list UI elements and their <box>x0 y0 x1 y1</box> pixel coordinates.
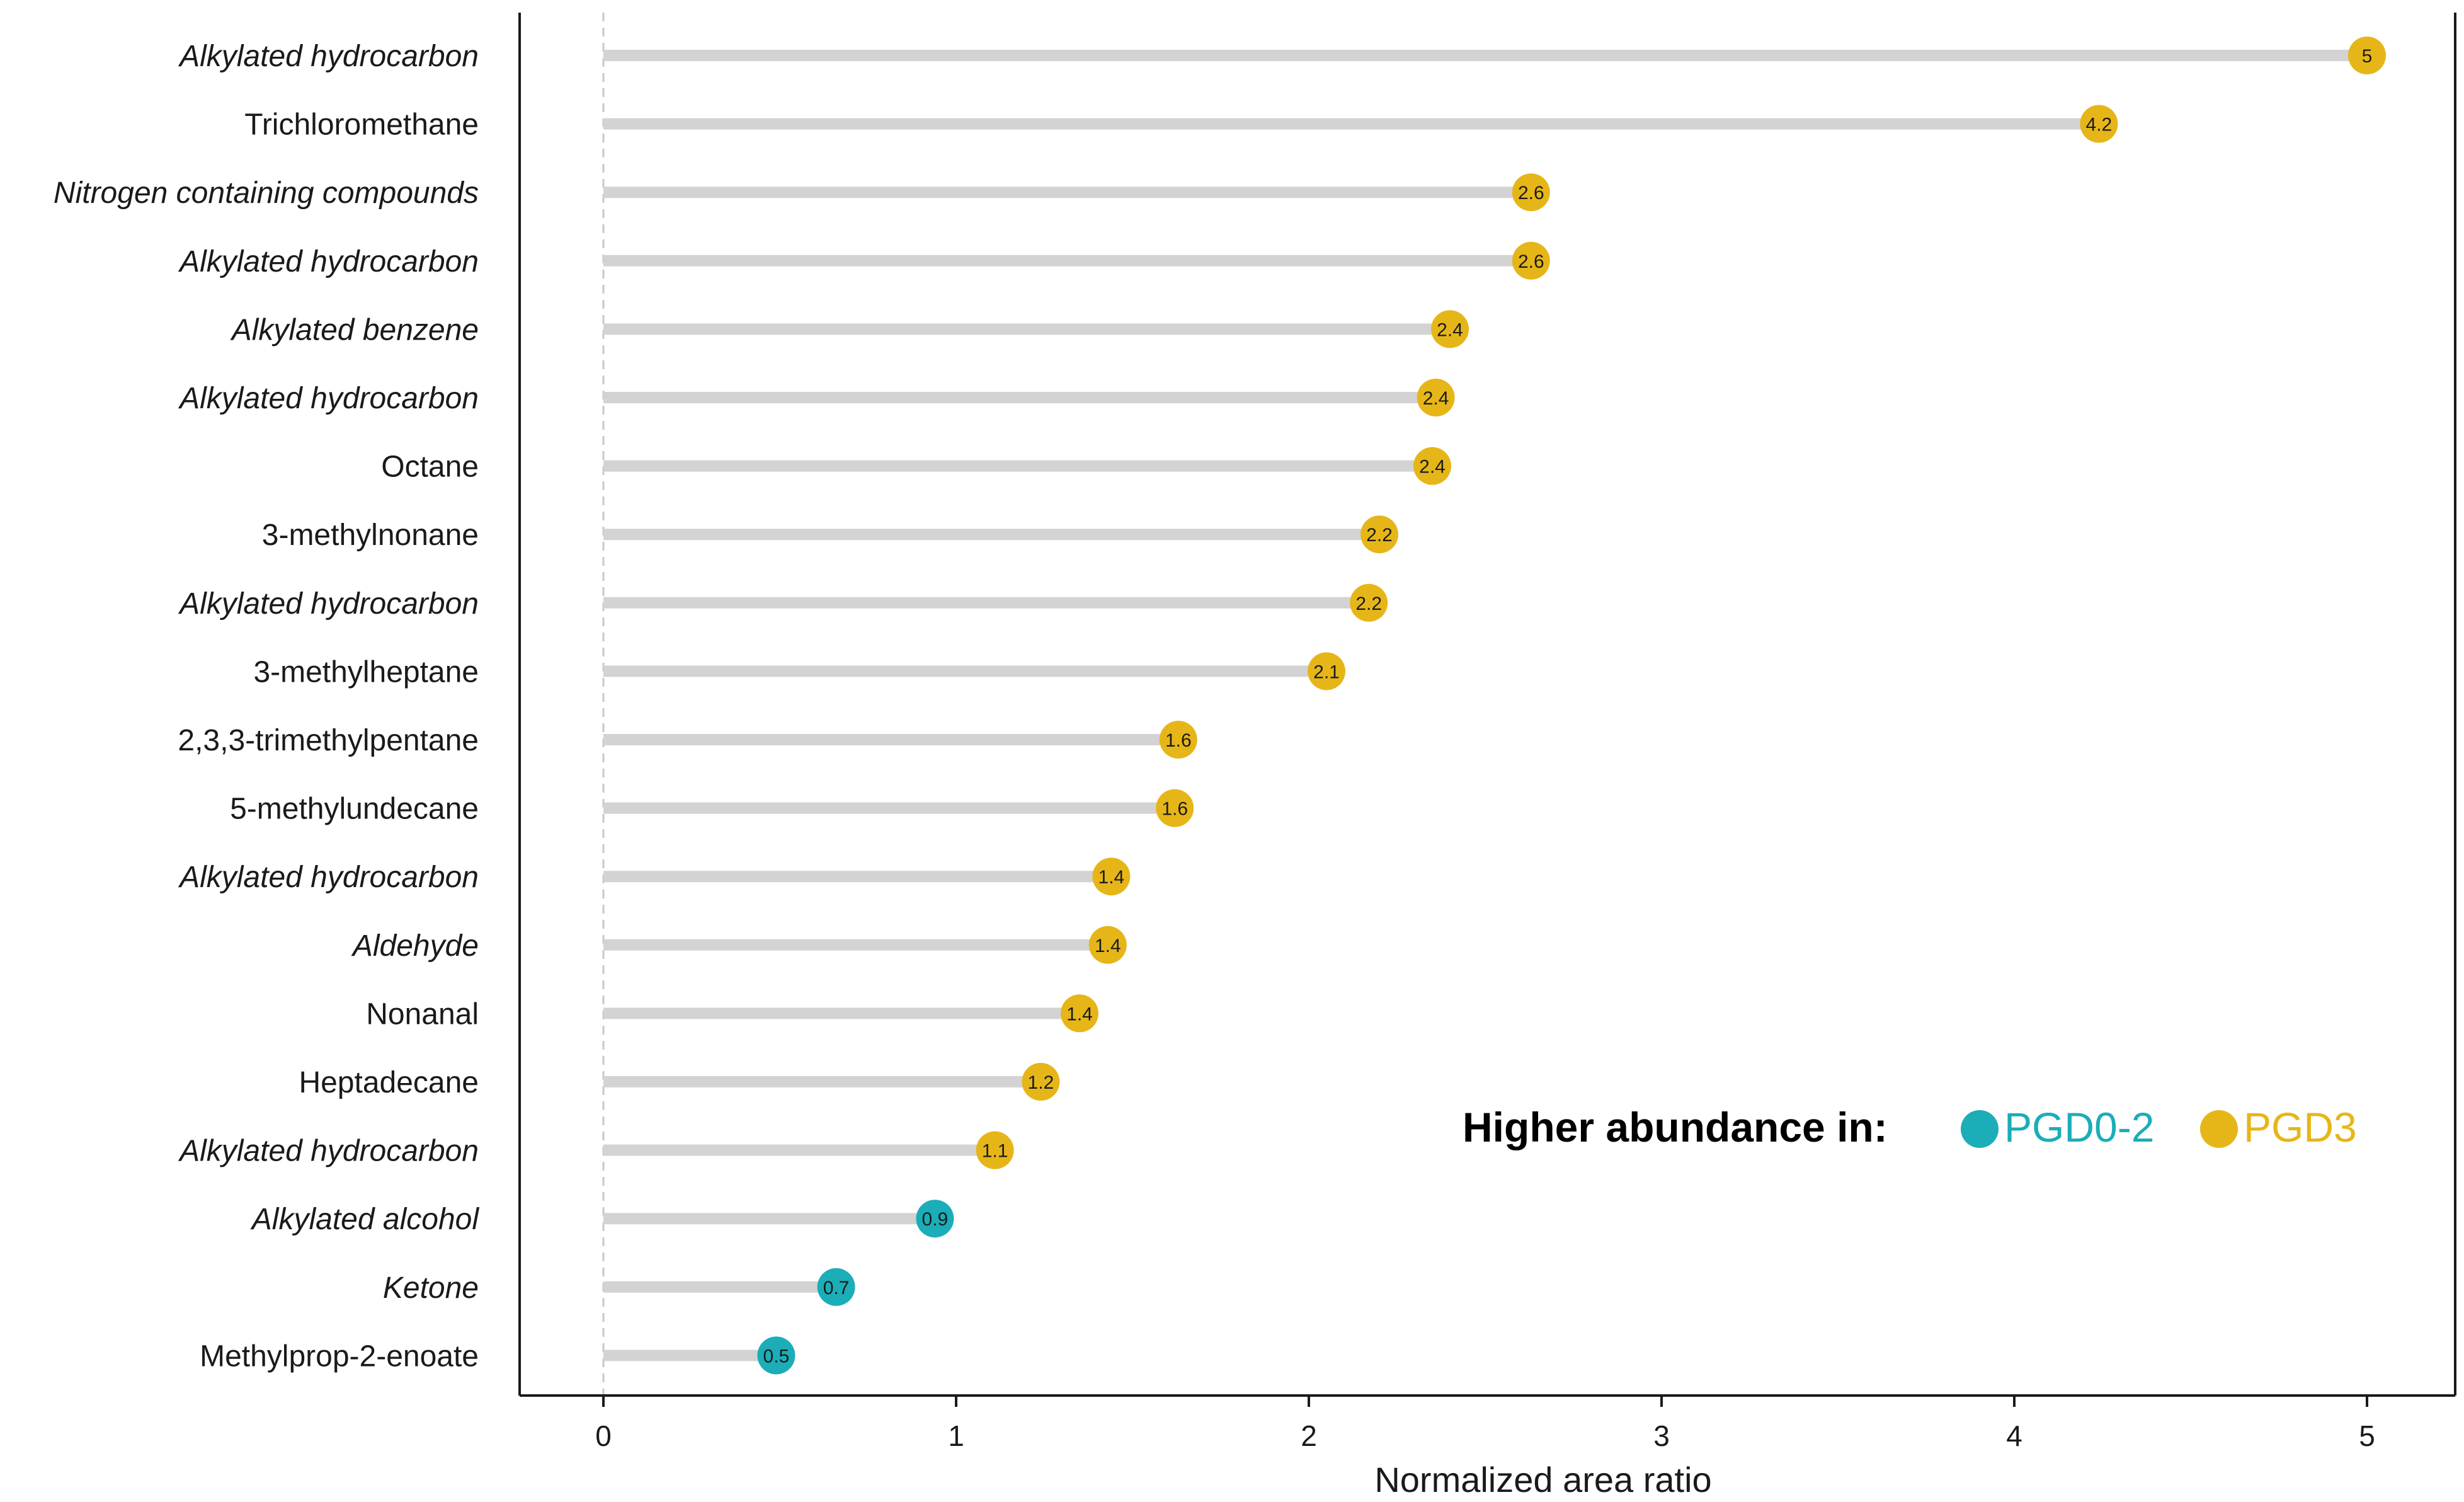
data-point <box>1092 857 1131 896</box>
category-label: 2,3,3-trimethylpentane <box>178 724 479 757</box>
data-label: 0.9 <box>922 1209 949 1230</box>
category-label: Nonanal <box>366 997 479 1031</box>
category-label: 5-methylundecane <box>230 793 479 826</box>
data-label: 2.4 <box>1419 457 1446 478</box>
data-label: 4.2 <box>2086 115 2113 135</box>
data-point <box>1061 994 1098 1033</box>
data-point <box>1417 379 1455 416</box>
category-label: Alkylated hydrocarbon <box>178 382 479 415</box>
data-point <box>1413 447 1451 485</box>
data-point <box>1088 926 1127 964</box>
legend-title: Higher abundance in: <box>1463 1104 1888 1150</box>
data-label: 0.7 <box>823 1278 850 1298</box>
category-label: Ketone <box>383 1271 479 1305</box>
data-point <box>1159 721 1197 759</box>
data-label: 1.6 <box>1161 799 1188 820</box>
data-label: 2.2 <box>1366 525 1393 546</box>
data-point <box>757 1336 796 1375</box>
data-point <box>916 1200 954 1238</box>
data-label: 1.2 <box>1028 1072 1054 1093</box>
data-label: 5 <box>2362 46 2373 67</box>
category-label: Alkylated alcohol <box>250 1203 480 1236</box>
x-tick-label: 0 <box>595 1419 612 1452</box>
data-label: 2.4 <box>1423 388 1449 409</box>
data-label: 1.4 <box>1098 867 1125 888</box>
data-label: 1.4 <box>1095 936 1121 956</box>
data-label: 2.4 <box>1437 319 1463 340</box>
data-point <box>1350 583 1388 622</box>
category-label: Alkylated hydrocarbon <box>178 861 479 894</box>
category-label: Alkylated hydrocarbon <box>178 245 479 278</box>
legend-marker <box>2200 1110 2238 1148</box>
data-label: 2.6 <box>1518 183 1544 204</box>
data-label: 2.6 <box>1518 251 1544 272</box>
category-label: Trichloromethane <box>244 108 479 142</box>
data-point <box>1512 241 1550 280</box>
data-label: 1.6 <box>1165 730 1192 751</box>
x-tick-label: 2 <box>1301 1419 1317 1452</box>
x-axis-title: Normalized area ratio <box>1374 1460 1711 1499</box>
category-label: Alkylated hydrocarbon <box>178 587 479 621</box>
category-label: Heptadecane <box>299 1066 479 1099</box>
axes-group <box>518 13 2456 1397</box>
legend-entry-label: PGD0-2 <box>2004 1104 2154 1150</box>
category-label: Alkylated benzene <box>230 313 479 347</box>
data-point <box>2348 37 2386 74</box>
data-point <box>1156 789 1194 827</box>
x-ticks-group: 0 1 2 3 4 5 <box>595 1396 2375 1452</box>
data-label: 1.1 <box>982 1141 1008 1162</box>
legend-entry-label: PGD3 <box>2244 1104 2357 1150</box>
x-tick-label: 5 <box>2359 1419 2375 1452</box>
category-label: 3-methylnonane <box>262 519 479 552</box>
data-label: 2.1 <box>1313 662 1340 682</box>
data-point <box>817 1268 855 1306</box>
category-label: 3-methylheptane <box>253 655 479 689</box>
x-tick-label: 4 <box>2006 1419 2022 1452</box>
category-labels-group: Alkylated hydrocarbon Trichloromethane Nit… <box>54 40 479 1373</box>
points-group <box>757 37 2386 1375</box>
data-point <box>1431 310 1469 348</box>
data-point <box>976 1131 1014 1169</box>
legend: Higher abundance in: PGD0-2 PGD3 <box>1463 1104 2357 1150</box>
data-point <box>1512 173 1550 212</box>
data-point <box>1360 515 1398 554</box>
category-label: Methylprop-2-enoate <box>200 1339 479 1373</box>
category-label: Octane <box>381 450 479 484</box>
stems-group <box>603 50 2367 1362</box>
data-label: 1.4 <box>1066 1004 1093 1024</box>
category-label: Nitrogen containing compounds <box>54 176 479 210</box>
data-labels-group: 5 4.2 2.6 2.6 2.4 2.4 2.4 2.2 2.2 2.1 1.6 1.6 1.4 1.4… <box>763 46 2373 1367</box>
legend-marker <box>1961 1110 1999 1148</box>
category-label: Aldehyde <box>351 929 479 963</box>
x-tick-label: 3 <box>1653 1419 1670 1452</box>
data-point <box>2080 105 2118 143</box>
category-label: Alkylated hydrocarbon <box>178 1135 479 1168</box>
x-tick-label: 1 <box>948 1419 964 1452</box>
data-point <box>1022 1063 1060 1101</box>
category-label: Alkylated hydrocarbon <box>178 40 479 73</box>
data-point <box>1308 652 1345 691</box>
data-label: 2.2 <box>1355 593 1382 614</box>
data-label: 0.5 <box>763 1346 790 1367</box>
